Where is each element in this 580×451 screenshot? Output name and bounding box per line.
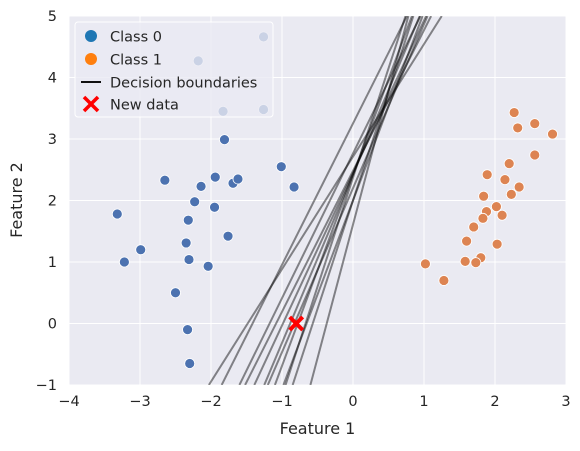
x-tick-label: −4 — [58, 394, 79, 410]
x-tick-label: −3 — [129, 394, 150, 410]
class-1-point — [547, 128, 558, 140]
class-1-point — [470, 257, 482, 269]
legend-item-class-0: Class 0 — [85, 30, 162, 46]
legend-box — [74, 21, 274, 118]
class-0-point — [219, 134, 230, 146]
class-0-point — [222, 230, 234, 242]
class-1-point — [420, 258, 431, 270]
class-1-point — [508, 107, 520, 118]
x-tick-label: 3 — [561, 394, 570, 410]
legend-swatch-class-0 — [85, 30, 97, 42]
y-axis-label: Feature 2 — [7, 162, 26, 238]
legend-label-new-data: New data — [110, 98, 179, 114]
decision-boundary-line — [208, 16, 443, 385]
class-0-point — [170, 287, 181, 299]
decision-boundary-line — [263, 16, 421, 385]
class-0-point — [182, 324, 193, 336]
y-tick-label: 1 — [48, 255, 57, 271]
class-0-point — [232, 173, 244, 185]
legend-label-decision-boundaries: Decision boundaries — [110, 76, 257, 92]
class-0-point — [182, 214, 194, 226]
class-0-point — [184, 358, 196, 369]
class-1-point — [477, 212, 489, 224]
decision-boundary-line — [220, 16, 408, 385]
decision-boundary-line — [309, 16, 410, 385]
y-tick-label: 0 — [48, 317, 57, 333]
class-0-point — [275, 161, 287, 173]
class-1-point — [461, 235, 473, 247]
decision-boundary-line — [282, 16, 424, 385]
class-1-point — [459, 255, 471, 267]
class-1-point — [496, 209, 508, 221]
class-0-point — [180, 237, 192, 249]
legend-label-class-0: Class 0 — [110, 30, 162, 46]
class-1-point — [529, 149, 541, 161]
class-1-point — [438, 275, 450, 286]
decision-boundaries — [208, 16, 443, 385]
class-1-point — [513, 181, 525, 193]
legend: Class 0 Class 1 Decision boundaries New … — [74, 21, 274, 118]
x-tick-label: −1 — [271, 394, 292, 410]
class-1-point — [529, 118, 541, 130]
class-0-point — [118, 256, 130, 268]
class-0-point — [135, 244, 147, 256]
decision-boundary-line — [291, 16, 415, 385]
class-0-point — [111, 208, 123, 220]
class-1-point — [505, 188, 517, 200]
class-1-point — [478, 190, 490, 202]
class-0-point — [195, 180, 207, 192]
class-1-point — [512, 122, 524, 134]
y-tick-label: 4 — [48, 71, 57, 87]
x-tick-label: 2 — [490, 394, 499, 410]
y-tick-label: 2 — [48, 194, 57, 210]
class-0-point — [209, 201, 220, 213]
x-ticks: −4 −3 −2 −1 0 1 2 3 — [58, 394, 570, 410]
decision-boundary-line — [253, 16, 428, 385]
class-0-point — [209, 171, 221, 183]
x-axis-label: Feature 1 — [280, 419, 356, 438]
decision-boundary-line — [238, 16, 422, 385]
class-1-point — [503, 158, 515, 170]
decision-boundary-line — [284, 16, 407, 385]
class-0-point — [183, 254, 195, 265]
y-tick-label: 3 — [48, 132, 57, 148]
y-tick-label: 5 — [48, 9, 57, 25]
class-1-point — [491, 201, 502, 213]
class-0-point — [202, 260, 214, 272]
class-1-point — [481, 169, 493, 181]
x-tick-label: 1 — [419, 394, 428, 410]
decision-boundary-line — [244, 16, 432, 385]
legend-swatch-new-data — [82, 95, 100, 113]
y-tick-label: −1 — [36, 378, 57, 394]
legend-label-class-1: Class 1 — [110, 53, 162, 69]
legend-swatch-class-1 — [85, 53, 97, 65]
y-ticks: −1 0 1 2 3 4 5 — [36, 9, 57, 394]
new-data-cross-b — [288, 315, 305, 332]
class-1-point — [499, 174, 511, 185]
class-0-point — [159, 174, 171, 186]
class-0-point — [189, 196, 201, 208]
x-tick-label: 0 — [348, 394, 357, 410]
class-0-point — [288, 181, 300, 193]
x-tick-label: −2 — [200, 394, 221, 410]
legend-item-new-data: New data — [82, 95, 179, 114]
legend-item-class-1: Class 1 — [85, 53, 162, 69]
new-data-marker — [288, 315, 305, 332]
data-points — [111, 31, 558, 369]
class-1-point — [491, 238, 503, 250]
legend-item-decision-boundaries: Decision boundaries — [81, 76, 257, 92]
class-1-point — [468, 221, 480, 233]
